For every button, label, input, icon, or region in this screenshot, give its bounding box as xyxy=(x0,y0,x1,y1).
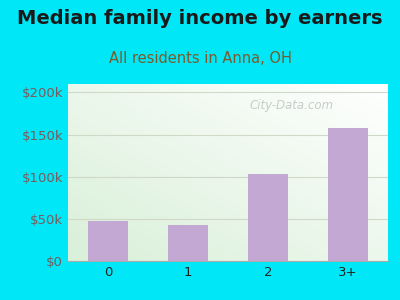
Bar xyxy=(248,174,288,261)
Text: All residents in Anna, OH: All residents in Anna, OH xyxy=(108,51,292,66)
Text: Median family income by earners: Median family income by earners xyxy=(17,9,383,28)
Bar xyxy=(328,128,368,261)
Bar xyxy=(88,220,128,261)
Bar xyxy=(168,225,208,261)
Text: City-Data.com: City-Data.com xyxy=(250,99,334,112)
